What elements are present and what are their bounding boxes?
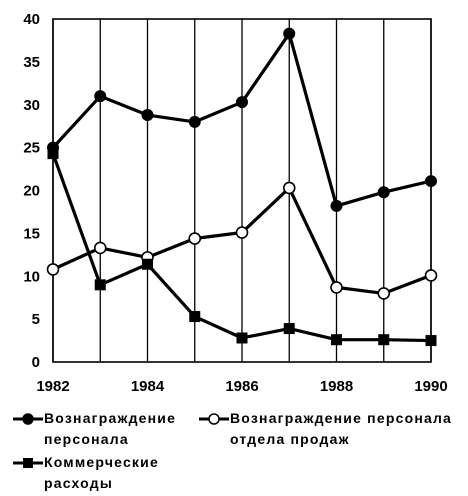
data-point [236, 96, 248, 109]
data-point [425, 335, 437, 347]
data-point [378, 334, 390, 346]
legend-label-sales-staff-pay: Вознаграждение персонала отдела продаж [230, 410, 453, 447]
x-tick-label: 1988 [320, 378, 353, 395]
y-tick-labels: 0 5 10 15 20 25 30 35 40 [23, 11, 40, 371]
plot-frame [52, 18, 432, 363]
data-point [94, 90, 107, 103]
data-point [141, 109, 154, 122]
legend-label-staff-pay: Вознаграждение персонала [44, 410, 177, 447]
y-tick-label: 35 [23, 54, 40, 71]
x-tick-label: 1984 [131, 378, 165, 395]
y-tick-label: 0 [32, 354, 40, 371]
legend-item-staff-pay: Вознаграждение персонала [12, 408, 212, 450]
data-point [425, 175, 437, 188]
x-tick-label: 1990 [414, 378, 447, 395]
series-2 [47, 148, 437, 347]
data-point [188, 232, 202, 245]
line-chart: 0 5 10 15 20 25 30 35 40 1982 1984 1986 1988 1990 [23, 11, 447, 395]
legend-filled-circle-marker [13, 413, 43, 425]
y-tick-label: 5 [32, 311, 40, 328]
axes [52, 18, 432, 363]
vertical-gridlines [52, 19, 432, 362]
data-point [424, 269, 438, 282]
data-point [189, 311, 201, 323]
legend: Вознаграждение персонала Вознаграждение … [0, 400, 468, 496]
y-tick-label: 40 [23, 11, 40, 28]
data-series [46, 27, 438, 347]
data-point [283, 323, 295, 335]
data-point [330, 281, 343, 294]
data-point [377, 186, 390, 199]
data-point [331, 334, 342, 346]
y-tick-label: 30 [23, 97, 40, 114]
data-point [94, 279, 106, 291]
data-point [142, 258, 153, 270]
data-point [93, 241, 107, 255]
x-tick-label: 1986 [225, 378, 258, 395]
legend-filled-square-marker [13, 458, 43, 468]
y-tick-label: 25 [23, 140, 40, 157]
data-point [188, 115, 201, 128]
legend-item-sales-staff-pay: Вознаграждение персонала отдела продаж [198, 408, 466, 450]
y-tick-label: 15 [23, 225, 40, 242]
x-tick-labels: 1982 1984 1986 1988 1990 [36, 378, 447, 395]
y-tick-label: 20 [23, 183, 40, 200]
legend-open-circle-marker [199, 413, 229, 425]
y-tick-label: 10 [23, 268, 40, 285]
x-tick-label: 1982 [36, 378, 69, 395]
data-point [330, 199, 343, 212]
data-point [236, 332, 248, 344]
data-point [282, 181, 296, 195]
data-point [377, 287, 391, 300]
data-point [235, 226, 249, 239]
data-point [47, 148, 59, 160]
data-point [283, 27, 296, 40]
legend-label-commercial-costs: Коммерческие расходы [44, 454, 159, 491]
legend-item-commercial-costs: Коммерческие расходы [12, 452, 212, 494]
data-point [46, 263, 60, 276]
